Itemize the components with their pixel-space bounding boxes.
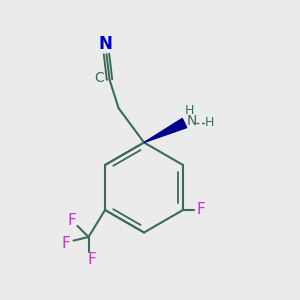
Text: H: H: [204, 116, 214, 130]
Text: H: H: [184, 103, 194, 117]
Text: F: F: [196, 202, 205, 217]
Text: N: N: [98, 35, 112, 53]
Polygon shape: [144, 118, 187, 142]
Text: F: F: [62, 236, 70, 250]
Text: F: F: [87, 252, 96, 267]
Text: F: F: [68, 213, 76, 228]
Text: C: C: [95, 71, 104, 85]
Text: N: N: [187, 115, 197, 128]
